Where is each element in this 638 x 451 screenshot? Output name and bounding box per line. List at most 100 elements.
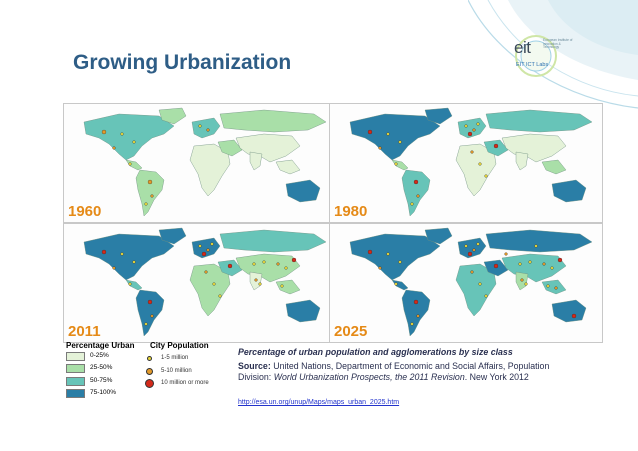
map-region-russia xyxy=(485,229,593,253)
city-marker xyxy=(550,266,554,270)
city-marker xyxy=(150,194,154,198)
legend-label: 1-5 million xyxy=(161,355,189,361)
city-marker xyxy=(464,244,468,248)
city-marker xyxy=(128,282,132,286)
city-marker xyxy=(252,262,256,266)
map-region-south-america xyxy=(135,289,165,337)
city-marker xyxy=(204,270,208,274)
decorative-swoosh xyxy=(468,0,638,110)
city-marker xyxy=(520,278,524,282)
city-marker xyxy=(378,146,382,150)
map-region-north-america xyxy=(83,233,175,281)
city-marker xyxy=(291,257,297,263)
map-region-southeast-asia xyxy=(541,159,567,175)
city-marker xyxy=(276,262,280,266)
city-marker xyxy=(493,143,499,149)
map-region-central-america xyxy=(125,159,143,171)
map-region-asia-south xyxy=(235,133,301,163)
city-marker xyxy=(101,129,107,135)
city-marker xyxy=(413,179,419,185)
city-marker xyxy=(201,251,207,257)
map-region-greenland xyxy=(158,227,187,245)
source-label: Source: xyxy=(238,361,271,371)
eit-logo: eit European Institute of Innovation & T… xyxy=(506,28,582,88)
map-region-greenland xyxy=(424,227,453,245)
logo-text: eit xyxy=(514,38,531,57)
logo-swirl-icon xyxy=(515,35,557,77)
city-marker xyxy=(112,146,116,150)
map-region-asia-south xyxy=(501,253,567,283)
legend-swatch xyxy=(66,389,85,398)
city-marker xyxy=(262,260,266,264)
city-marker xyxy=(112,266,116,270)
city-marker xyxy=(386,132,390,136)
map-region-central-america xyxy=(125,279,143,291)
city-marker xyxy=(254,278,258,282)
city-marker xyxy=(120,252,124,256)
legend-percentage-title: Percentage Urban xyxy=(66,341,135,350)
city-marker xyxy=(410,202,414,206)
map-year-label: 1960 xyxy=(68,203,102,220)
city-marker xyxy=(398,260,402,264)
city-marker xyxy=(467,251,473,257)
legend-city-title: City Population xyxy=(150,341,209,350)
city-marker xyxy=(493,263,499,269)
city-marker xyxy=(470,150,474,154)
figure-caption: Percentage of urban population and agglo… xyxy=(238,347,513,357)
map-region-russia xyxy=(219,229,327,253)
map-region-greenland xyxy=(158,107,187,125)
city-marker xyxy=(398,140,402,144)
city-marker xyxy=(467,131,473,137)
map-region-north-america xyxy=(349,233,441,281)
city-marker xyxy=(413,299,419,305)
city-marker xyxy=(410,322,414,326)
city-marker xyxy=(518,262,522,266)
map-region-europe xyxy=(191,237,221,259)
city-marker xyxy=(478,282,482,286)
city-marker xyxy=(546,284,550,288)
city-marker xyxy=(367,129,373,135)
city-marker xyxy=(150,314,154,318)
map-region-russia xyxy=(485,109,593,133)
world-map-2011: 2011 xyxy=(63,223,337,343)
legend-label: 0-25% xyxy=(90,352,109,359)
city-marker xyxy=(478,162,482,166)
city-marker xyxy=(528,260,532,264)
city-marker xyxy=(470,270,474,274)
legend-label: 10 million or more xyxy=(161,380,209,386)
city-marker xyxy=(210,242,214,246)
city-marker xyxy=(504,252,508,256)
city-marker xyxy=(484,294,488,298)
map-region-north-america xyxy=(349,113,441,161)
map-region-australia xyxy=(285,299,321,323)
city-marker xyxy=(484,174,488,178)
world-map-2025: 2025 xyxy=(329,223,603,343)
source-text: United Nations, Department of Economic a… xyxy=(238,361,550,383)
map-region-central-america xyxy=(391,159,409,171)
city-marker xyxy=(101,249,107,255)
city-dot-large-icon xyxy=(145,379,154,388)
map-region-middle-east xyxy=(217,139,243,157)
city-marker xyxy=(524,282,528,286)
city-marker xyxy=(554,286,558,290)
map-region-india xyxy=(515,151,529,171)
city-marker xyxy=(476,242,480,246)
map-region-southeast-asia xyxy=(275,279,301,295)
city-marker xyxy=(416,194,420,198)
legend-swatch xyxy=(66,352,85,361)
city-marker xyxy=(464,124,468,128)
city-marker xyxy=(394,162,398,166)
city-marker xyxy=(147,299,153,305)
city-marker xyxy=(367,249,373,255)
city-dot-small-icon xyxy=(147,356,152,361)
city-marker xyxy=(378,266,382,270)
map-region-russia xyxy=(219,109,327,133)
slide-title: Growing Urbanization xyxy=(73,51,292,74)
legend-label: 75-100% xyxy=(90,389,117,396)
source-link[interactable]: http://esa.un.org/unup/Maps/maps_urban_2… xyxy=(238,399,400,406)
legend-label: 50-75% xyxy=(90,377,113,384)
map-region-southeast-asia xyxy=(275,159,301,175)
map-year-label: 2025 xyxy=(334,323,368,340)
city-marker xyxy=(132,140,136,144)
